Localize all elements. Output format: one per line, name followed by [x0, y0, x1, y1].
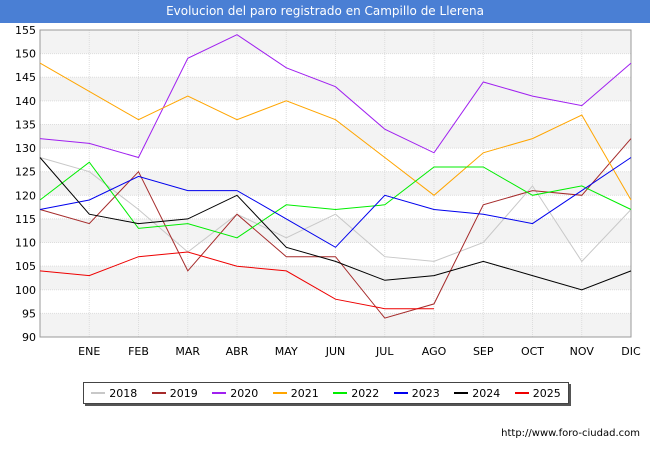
x-tick-label: FEB — [128, 345, 149, 358]
series-line-2018 — [39, 157, 632, 263]
series-line-2023 — [39, 157, 632, 248]
y-tick-label: 155 — [15, 24, 36, 37]
x-tick-label: JUN — [325, 345, 346, 358]
legend-swatch — [151, 392, 166, 394]
legend-item-2022: 2022 — [333, 387, 379, 400]
plot-frame — [39, 29, 632, 338]
y-tick-label: 90 — [22, 331, 36, 344]
plot-band — [40, 313, 631, 337]
y-tick-label: 145 — [15, 71, 36, 84]
x-tick-label: OCT — [521, 345, 544, 358]
legend-item-2021: 2021 — [272, 386, 319, 400]
legend-swatch — [333, 392, 348, 394]
legend-swatch — [212, 392, 227, 394]
legend-item-2025: 2025 — [514, 386, 561, 400]
y-tick-label: 135 — [15, 118, 36, 131]
legend-swatch — [272, 392, 287, 394]
series-line-2022 — [39, 161, 632, 239]
y-tick-label: 150 — [15, 48, 36, 61]
y-tick-label: 110 — [15, 237, 36, 250]
series-line-2024 — [39, 157, 632, 291]
legend-swatch — [514, 392, 529, 394]
legend-item-2019: 2019 — [151, 386, 198, 400]
legend-swatch — [91, 392, 106, 394]
y-tick-label: 125 — [15, 166, 36, 179]
x-tick-label: MAY — [275, 345, 298, 358]
legend-swatch — [454, 392, 469, 394]
plot-band — [40, 30, 631, 54]
x-tick-label: SEP — [473, 345, 494, 358]
y-tick-label: 130 — [15, 142, 36, 155]
y-tick-label: 140 — [15, 95, 36, 108]
y-tick-label: 95 — [22, 307, 36, 320]
series-line-2019 — [39, 138, 632, 319]
legend-label: 2021 — [290, 386, 319, 400]
legend-label: 2019 — [169, 386, 198, 400]
legend-label: 2018 — [109, 386, 138, 400]
legend-label: 2025 — [532, 386, 561, 400]
x-tick-label: AGO — [422, 345, 447, 358]
legend-item-2020: 2020 — [212, 387, 258, 400]
y-tick-label: 120 — [15, 189, 36, 202]
series-line-2020 — [39, 34, 632, 159]
legend-label: 2024 — [472, 386, 501, 400]
plot-band — [40, 171, 631, 196]
y-tick-label: 105 — [15, 260, 36, 273]
chart-title: Evolucion del paro registrado en Campill… — [0, 0, 650, 23]
legend-label: 2020 — [230, 386, 259, 400]
legend-item-2024: 2024 — [454, 387, 500, 400]
chart-legend: 2018 2019 2020 2021 2022 2023 2024 2025 — [83, 382, 569, 404]
y-tick-label: 115 — [15, 213, 36, 226]
y-tick-label: 100 — [15, 284, 36, 297]
series-line-2025 — [39, 251, 434, 310]
source-url: http://www.foro-ciudad.com — [501, 428, 640, 439]
legend-item-2023: 2023 — [393, 386, 440, 400]
legend-label: 2023 — [411, 386, 440, 400]
x-tick-label: JUL — [375, 345, 394, 358]
legend-item-2018: 2018 — [91, 387, 137, 400]
x-tick-label: ABR — [226, 345, 249, 358]
x-tick-label: DIC — [621, 345, 641, 358]
x-tick-label: NOV — [570, 345, 595, 358]
legend-label: 2022 — [351, 386, 380, 400]
series-line-2021 — [39, 62, 632, 201]
x-tick-label: ENE — [78, 345, 100, 358]
x-tick-label: MAR — [175, 345, 200, 358]
legend-swatch — [393, 392, 408, 394]
